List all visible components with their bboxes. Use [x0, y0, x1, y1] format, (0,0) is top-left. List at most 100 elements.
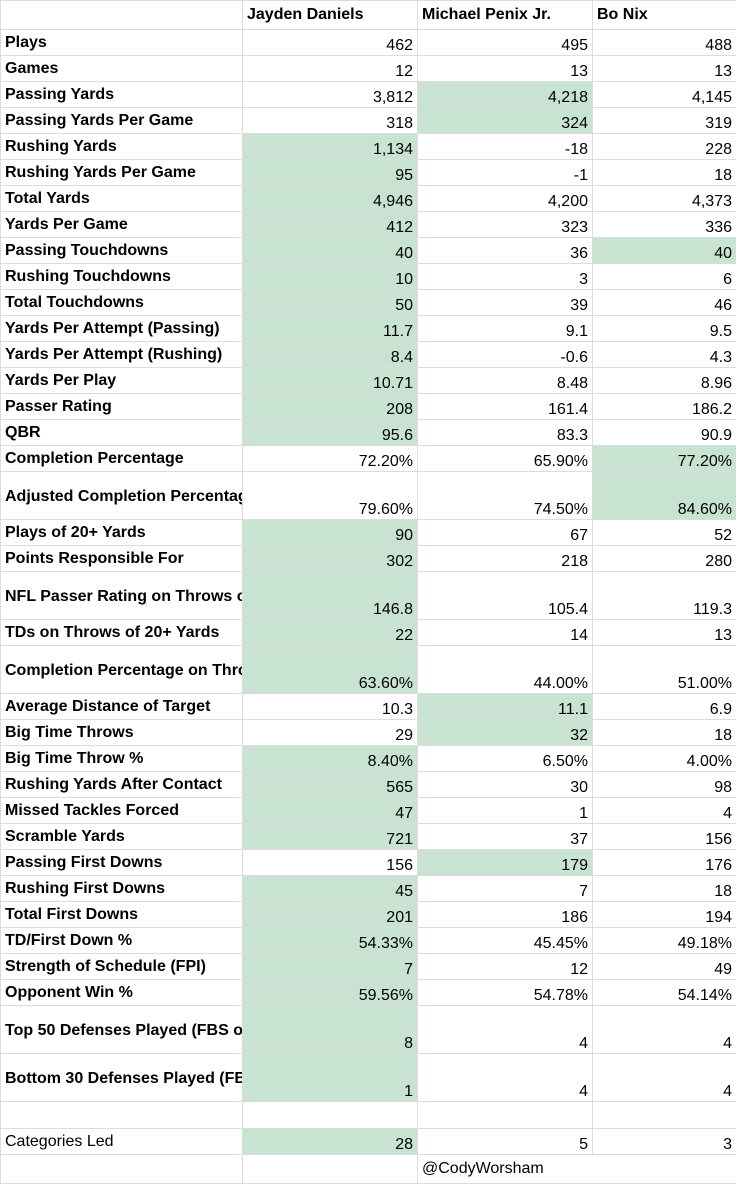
summary-value: 5: [417, 1128, 593, 1155]
stat-value: 119.3: [592, 571, 736, 620]
stat-value: 63.60%: [242, 645, 418, 694]
stat-row: Yards Per Attempt (Rushing) 8.4 -0.6 4.3: [0, 341, 736, 368]
stat-row: Strength of Schedule (FPI) 7 12 49: [0, 953, 736, 980]
stat-label: Plays: [0, 29, 243, 56]
stat-row: Total First Downs 201 186 194: [0, 901, 736, 928]
stat-row: TD/First Down % 54.33% 45.45% 49.18%: [0, 927, 736, 954]
stat-label: NFL Passer Rating on Throws of 20+ Yards: [0, 571, 243, 620]
header-blank: [0, 0, 243, 30]
stat-value: 45: [242, 875, 418, 902]
stat-row: Passing Touchdowns 40 36 40: [0, 237, 736, 264]
spacer-row: [0, 1101, 736, 1129]
stat-value: 74.50%: [417, 471, 593, 520]
stat-value: 186: [417, 901, 593, 928]
stat-value: 8.40%: [242, 745, 418, 772]
stat-row: Rushing Yards After Contact 565 30 98: [0, 771, 736, 798]
stat-value: 67: [417, 519, 593, 546]
stat-row: Rushing Yards 1,134 -18 228: [0, 133, 736, 160]
stat-value: 3,812: [242, 81, 418, 108]
stat-value: 98: [592, 771, 736, 798]
stat-value: 1: [242, 1053, 418, 1102]
stat-value: 49: [592, 953, 736, 980]
summary-value: 3: [592, 1128, 736, 1155]
stat-value: 7: [417, 875, 593, 902]
stat-value: 49.18%: [592, 927, 736, 954]
stat-label: Top 50 Defenses Played (FBS only): [0, 1005, 243, 1054]
stat-value: 8.4: [242, 341, 418, 368]
stat-label: Adjusted Completion Percentage: [0, 471, 243, 520]
credit-blank: [0, 1154, 243, 1184]
stat-value: 4,373: [592, 185, 736, 212]
stat-label: Points Responsible For: [0, 545, 243, 572]
stat-row: Yards Per Attempt (Passing) 11.7 9.1 9.5: [0, 315, 736, 342]
credit-row: @CodyWorsham: [0, 1154, 736, 1184]
stat-label: Rushing Yards After Contact: [0, 771, 243, 798]
stat-label: Rushing First Downs: [0, 875, 243, 902]
stat-value: 10.71: [242, 367, 418, 394]
stat-value: 156: [592, 823, 736, 850]
stat-label: Yards Per Attempt (Passing): [0, 315, 243, 342]
stat-label: Yards Per Attempt (Rushing): [0, 341, 243, 368]
stat-label: Passing Yards: [0, 81, 243, 108]
stat-value: 3: [417, 263, 593, 290]
stat-value: 13: [592, 55, 736, 82]
stat-value: 4: [592, 1005, 736, 1054]
stat-row: Total Yards 4,946 4,200 4,373: [0, 185, 736, 212]
stat-row: Plays of 20+ Yards 90 67 52: [0, 519, 736, 546]
stat-value: 13: [417, 55, 593, 82]
stat-value: 4,200: [417, 185, 593, 212]
stat-value: 79.60%: [242, 471, 418, 520]
stat-value: 8.48: [417, 367, 593, 394]
stat-value: 84.60%: [592, 471, 736, 520]
stat-label: Games: [0, 55, 243, 82]
stat-value: 6.50%: [417, 745, 593, 772]
stats-body: Plays 462 495 488 Games 12 13 13 Passing Yards 3,…: [0, 29, 736, 1102]
header-row: Jayden Daniels Michael Penix Jr. Bo Nix: [0, 0, 736, 30]
stat-value: 1: [417, 797, 593, 824]
stat-value: 13: [592, 619, 736, 646]
stat-value: 412: [242, 211, 418, 238]
stat-value: 488: [592, 29, 736, 56]
stat-row: Average Distance of Target 10.3 11.1 6.9: [0, 693, 736, 720]
stat-value: 12: [417, 953, 593, 980]
stat-value: 6.9: [592, 693, 736, 720]
spacer-cell: [0, 1101, 243, 1129]
stat-value: 1,134: [242, 133, 418, 160]
stat-row: Missed Tackles Forced 47 1 4: [0, 797, 736, 824]
stat-value: 201: [242, 901, 418, 928]
stat-label: Scramble Yards: [0, 823, 243, 850]
stat-value: 186.2: [592, 393, 736, 420]
stat-label: Total Touchdowns: [0, 289, 243, 316]
stat-label: TDs on Throws of 20+ Yards: [0, 619, 243, 646]
stat-value: 12: [242, 55, 418, 82]
stat-label: Rushing Yards Per Game: [0, 159, 243, 186]
stat-row: Rushing Touchdowns 10 3 6: [0, 263, 736, 290]
stat-label: Rushing Touchdowns: [0, 263, 243, 290]
stat-value: 146.8: [242, 571, 418, 620]
summary-row: Categories Led 28 5 3: [0, 1128, 736, 1155]
stat-value: 83.3: [417, 419, 593, 446]
summary-label: Categories Led: [0, 1128, 243, 1155]
stat-value: 4,946: [242, 185, 418, 212]
stat-value: 46: [592, 289, 736, 316]
header-michael-penix: Michael Penix Jr.: [417, 0, 593, 30]
stat-row: Passing Yards 3,812 4,218 4,145: [0, 81, 736, 108]
stat-value: 4,218: [417, 81, 593, 108]
stat-value: 318: [242, 107, 418, 134]
stat-label: Bottom 30 Defenses Played (FBS Only): [0, 1053, 243, 1102]
stat-row: Completion Percentage 72.20% 65.90% 77.20%: [0, 445, 736, 472]
credit-text: @CodyWorsham: [417, 1154, 736, 1184]
stat-value: 280: [592, 545, 736, 572]
stat-row: Passing Yards Per Game 318 324 319: [0, 107, 736, 134]
stat-row: Yards Per Game 412 323 336: [0, 211, 736, 238]
stat-value: 161.4: [417, 393, 593, 420]
stat-value: 11.7: [242, 315, 418, 342]
stat-label: Passing Touchdowns: [0, 237, 243, 264]
stat-value: 18: [592, 159, 736, 186]
stat-value: 54.14%: [592, 979, 736, 1006]
stat-value: 4: [592, 797, 736, 824]
stat-label: Passing First Downs: [0, 849, 243, 876]
spacer-cell: [417, 1101, 593, 1129]
stat-label: Total First Downs: [0, 901, 243, 928]
